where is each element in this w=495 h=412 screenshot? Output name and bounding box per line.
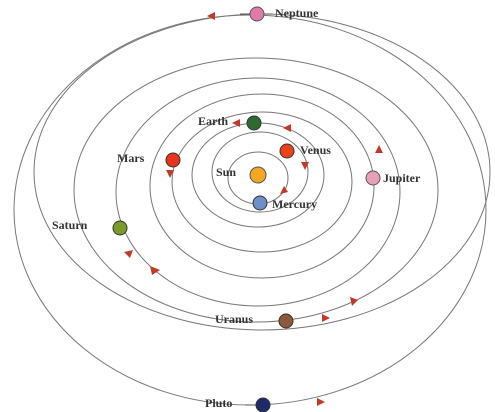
uranus-orbit	[74, 58, 438, 322]
arrow	[124, 250, 133, 258]
planet-label: Mars	[117, 151, 145, 165]
earth	[247, 116, 261, 130]
planet-label: Uranus	[215, 312, 253, 326]
saturn	[113, 221, 127, 235]
planet-label: Jupiter	[383, 171, 421, 185]
planet-label: Sun	[216, 165, 236, 179]
uranus	[279, 314, 293, 328]
planet-label: Saturn	[52, 218, 88, 232]
planet-label: Pluto	[205, 396, 232, 410]
planet-label: Earth	[198, 114, 228, 128]
arrow	[317, 398, 325, 406]
orbits	[14, 14, 490, 405]
arrow	[280, 186, 288, 194]
venus	[280, 144, 294, 158]
jupiter	[366, 171, 380, 185]
sun	[250, 167, 266, 183]
arrow	[375, 145, 383, 153]
pluto-orbit	[14, 15, 486, 405]
planet-label: Venus	[300, 143, 331, 157]
arrow	[350, 297, 358, 306]
pluto	[256, 398, 270, 412]
mars	[166, 153, 180, 167]
neptune	[250, 7, 264, 21]
labels: Neptune Earth Venus Mars Sun Jupiter Mer…	[52, 6, 421, 410]
jupiter-orbit	[150, 94, 374, 278]
planets	[113, 7, 380, 412]
mercury	[253, 196, 267, 210]
planet-label: Mercury	[272, 197, 317, 211]
direction-arrows	[124, 12, 383, 406]
solar-system-diagram: Neptune Earth Venus Mars Sun Jupiter Mer…	[0, 0, 495, 412]
arrow	[283, 124, 291, 132]
planet-label: Neptune	[275, 6, 319, 20]
arrow	[322, 314, 330, 322]
